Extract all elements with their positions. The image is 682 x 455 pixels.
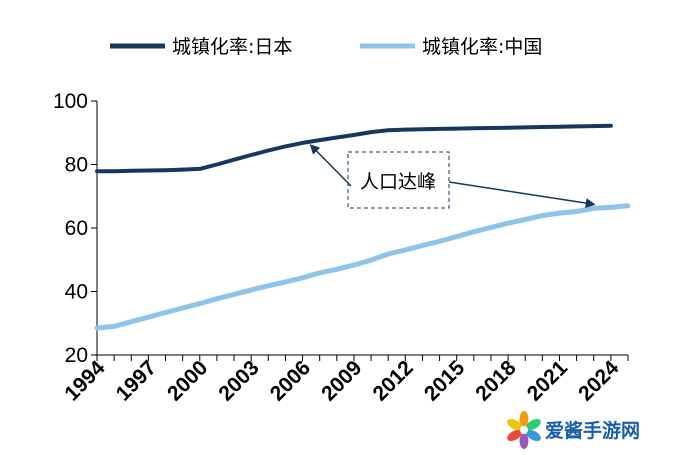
legend-label-china: 城镇化率:中国	[422, 36, 542, 58]
x-tick-label: 2009	[317, 356, 366, 405]
x-tick-label: 2018	[471, 356, 521, 406]
x-tick-label: 2006	[266, 356, 315, 405]
y-ticks: 20 40 60 80 100	[53, 90, 97, 367]
legend: 城镇化率:日本 城镇化率:中国	[110, 36, 542, 58]
series-line-0	[95, 123, 613, 174]
annotation-arrow-japan	[309, 144, 352, 187]
x-tick-label: 2021	[523, 356, 573, 406]
y-tick-label: 60	[65, 217, 88, 240]
y-tick-label: 20	[65, 344, 88, 367]
watermark-text: 爱酱手游网	[545, 419, 640, 442]
x-tick-label: 2003	[214, 356, 263, 405]
series-layer	[94, 123, 631, 331]
legend-label-japan: 城镇化率:日本	[172, 36, 292, 58]
watermark: 爱酱手游网	[507, 411, 640, 449]
x-ticks: 1994 1997 2000 2003 2006 2009 2012 2015 2018 2021…	[60, 355, 629, 406]
series-line-1	[94, 203, 631, 331]
annotation-arrow-china	[448, 181, 596, 209]
x-tick-label: 2015	[420, 356, 470, 406]
x-tick-label: 2012	[369, 356, 418, 405]
x-tick-label: 2024	[574, 356, 624, 406]
annotation: 人口达峰	[309, 144, 596, 209]
annotation-label: 人口达峰	[360, 171, 436, 193]
x-tick-label: 2000	[163, 356, 212, 405]
flower-logo-icon	[507, 411, 541, 449]
x-tick-label: 1997	[112, 356, 161, 405]
y-tick-label: 40	[65, 281, 88, 304]
y-tick-label: 80	[65, 154, 88, 177]
annotation-box	[347, 151, 450, 209]
y-tick-label: 100	[53, 90, 88, 113]
